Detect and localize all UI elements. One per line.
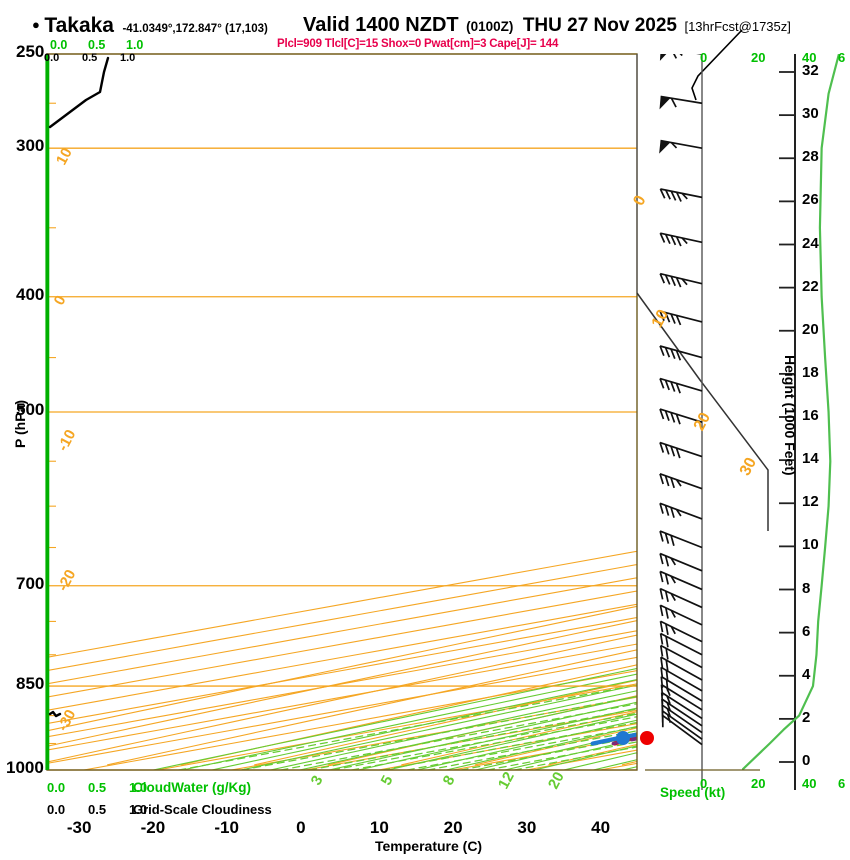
height-tick-32: 32 bbox=[802, 62, 819, 79]
pressure-tick-400: 400 bbox=[16, 284, 45, 304]
station-coords: -41.0349°,172.847° (17,103) bbox=[122, 23, 268, 35]
cloudiness-tick-2: 1.0 bbox=[129, 802, 148, 817]
station-bullet-icon: ● bbox=[32, 17, 40, 32]
wind-barb bbox=[659, 232, 703, 247]
wind-barb bbox=[659, 408, 703, 425]
wind-barb bbox=[659, 473, 703, 490]
wind-barb bbox=[659, 377, 703, 394]
pressure-axis-title: P (hPa) bbox=[12, 400, 28, 451]
height-tick-12: 12 bbox=[802, 493, 819, 511]
cloudwater-tick-0: 0.0 bbox=[47, 780, 66, 795]
height-tick-18: 18 bbox=[802, 363, 819, 381]
temperature-tick-0: 0 bbox=[296, 818, 306, 837]
height-tick-4: 4 bbox=[802, 665, 811, 683]
wind-barb bbox=[659, 620, 703, 643]
wind-barb bbox=[659, 441, 703, 459]
cloudiness-top-tick-0: 0.0 bbox=[44, 52, 60, 64]
temperature-tick--10: -10 bbox=[214, 818, 239, 837]
cloudwater-tick-1: 0.5 bbox=[88, 780, 107, 795]
temperature-tick--20: -20 bbox=[140, 818, 166, 837]
height-tick-26: 26 bbox=[802, 191, 819, 209]
height-tick-24: 24 bbox=[802, 234, 819, 252]
wind-barb bbox=[659, 604, 703, 626]
header-row: ● Takaka -41.0349°,172.847° (17,103) bbox=[32, 14, 268, 38]
height-tick-16: 16 bbox=[802, 407, 819, 424]
height-tick-8: 8 bbox=[802, 579, 811, 597]
wind-barb bbox=[660, 656, 703, 681]
valid-time-utc: (0100Z) bbox=[466, 19, 514, 34]
height-tick-6: 6 bbox=[802, 622, 811, 640]
speed-tick-20: 20 bbox=[751, 776, 766, 791]
callout-pointer bbox=[691, 29, 743, 101]
cloudwater-tick-2: 1.0 bbox=[129, 780, 148, 795]
height-tick-28: 28 bbox=[802, 148, 819, 166]
wind-barb bbox=[659, 644, 703, 669]
speed-top-tick-0: 0 bbox=[700, 50, 708, 65]
speed-top-tick-20: 20 bbox=[751, 50, 766, 65]
pressure-tick-850: 850 bbox=[16, 674, 45, 694]
height-tick-30: 30 bbox=[802, 105, 819, 123]
wind-barb bbox=[659, 587, 703, 609]
temperature-tick--30: -30 bbox=[66, 818, 92, 837]
surface-dewpoint bbox=[616, 731, 631, 746]
pressure-tick-300: 300 bbox=[16, 136, 45, 156]
right-edge-top-label: 6 bbox=[838, 50, 846, 65]
height-axis-title: Height (1000 Feet) bbox=[782, 355, 798, 479]
wind-barb bbox=[661, 714, 703, 746]
cloudiness-tick-1: 0.5 bbox=[88, 802, 107, 817]
pressure-tick-700: 700 bbox=[16, 573, 45, 593]
height-tick-22: 22 bbox=[802, 277, 819, 295]
height-tick-2: 2 bbox=[802, 708, 811, 726]
temperature-tick-10: 10 bbox=[369, 818, 389, 837]
cloudwater-top-tick-1: 0.5 bbox=[88, 38, 106, 52]
temperature-tick-20: 20 bbox=[443, 818, 463, 837]
temperature-axis-title: Temperature (C) bbox=[375, 838, 483, 854]
height-tick-14: 14 bbox=[802, 450, 819, 468]
pressure-tick-250: 250 bbox=[16, 42, 45, 61]
height-tick-10: 10 bbox=[802, 536, 819, 554]
wind-barb bbox=[659, 310, 703, 326]
wind-barb bbox=[659, 552, 703, 572]
wind-barb bbox=[659, 95, 703, 110]
cloudwater-top-tick-0: 0.0 bbox=[50, 38, 68, 52]
speed-tick-0: 0 bbox=[700, 776, 708, 791]
temperature-tick-40: 40 bbox=[591, 818, 611, 837]
cloudiness-top-tick-1: 0.5 bbox=[82, 52, 98, 64]
wind-barb bbox=[659, 530, 703, 549]
wind-barb bbox=[659, 139, 703, 154]
wind-barb bbox=[659, 54, 702, 61]
wind-barb bbox=[659, 632, 703, 656]
speed-top-tick-40: 40 bbox=[802, 50, 817, 65]
wind-barb bbox=[659, 188, 703, 202]
sounding-parameters: Plcl=909 Tlcl[C]=15 Shox=0 Pwat[cm]=3 Ca… bbox=[277, 38, 559, 50]
valid-time: Valid 1400 NZDT bbox=[303, 14, 459, 36]
temperature-tick-30: 30 bbox=[517, 818, 537, 837]
height-tick-0: 0 bbox=[802, 752, 811, 769]
cloudiness-axis-label: Grid-Scale Cloudiness bbox=[133, 802, 272, 817]
valid-time-group: Valid 1400 NZDT (0100Z) THU 27 Nov 2025 … bbox=[303, 14, 791, 37]
station-name: Takaka bbox=[44, 14, 114, 37]
pressure-tick-500: 500 bbox=[16, 400, 45, 419]
height-tick-20: 20 bbox=[802, 320, 819, 338]
pressure-tick-1000: 1000 bbox=[6, 758, 44, 777]
forecast-tag: [13hrFcst@1735z] bbox=[684, 19, 791, 34]
cloudiness-tick-0: 0.0 bbox=[47, 802, 66, 817]
cloudwater-top-tick-2: 1.0 bbox=[126, 38, 144, 52]
cloudiness-top-tick-2: 1.0 bbox=[120, 52, 136, 64]
surface-temperature bbox=[640, 731, 655, 746]
cloudwater-axis-label: CloudWater (g/Kg) bbox=[133, 780, 251, 795]
wind-barb bbox=[659, 345, 703, 361]
valid-date: THU 27 Nov 2025 bbox=[522, 15, 677, 36]
pressure-axis-title-text: P (hPa) bbox=[12, 400, 28, 448]
wind-barb bbox=[659, 570, 703, 591]
speed-tick-40: 40 bbox=[802, 776, 817, 791]
wind-barb bbox=[659, 502, 703, 520]
speed-axis-title: Speed (kt) bbox=[660, 785, 726, 800]
wind-barb bbox=[659, 272, 703, 288]
right-edge-bottom-label: 6 bbox=[838, 776, 846, 791]
height-axis-title-text: Height (1000 Feet) bbox=[782, 355, 798, 476]
